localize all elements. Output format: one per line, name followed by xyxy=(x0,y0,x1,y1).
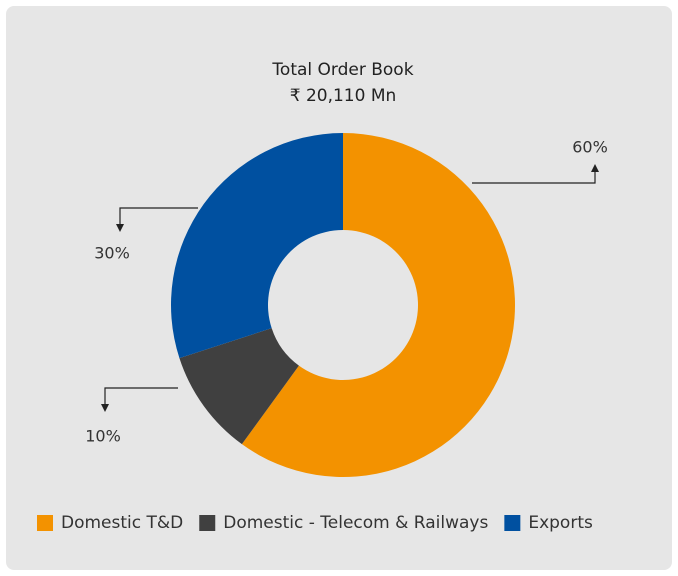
chart-title: Total Order Book xyxy=(271,60,413,80)
data-label: 10% xyxy=(85,427,121,446)
legend-label: Domestic T&D xyxy=(61,513,183,533)
callout-line xyxy=(116,207,198,232)
donut-slice xyxy=(241,133,515,477)
chart-subtitle: ₹ 20,110 Mn xyxy=(290,86,397,106)
panel xyxy=(6,6,672,570)
legend-swatch xyxy=(504,515,521,531)
data-label: 60% xyxy=(572,138,608,157)
legend-label: Domestic - Telecom & Railways xyxy=(223,513,488,533)
data-label: 30% xyxy=(94,244,130,263)
donut-slice xyxy=(170,133,343,359)
legend-swatch xyxy=(37,515,53,531)
donut-slice xyxy=(179,328,299,445)
legend-label: Exports xyxy=(528,513,593,533)
callout-line xyxy=(472,164,599,184)
legend-swatch xyxy=(199,515,216,531)
callout-line xyxy=(101,387,178,412)
